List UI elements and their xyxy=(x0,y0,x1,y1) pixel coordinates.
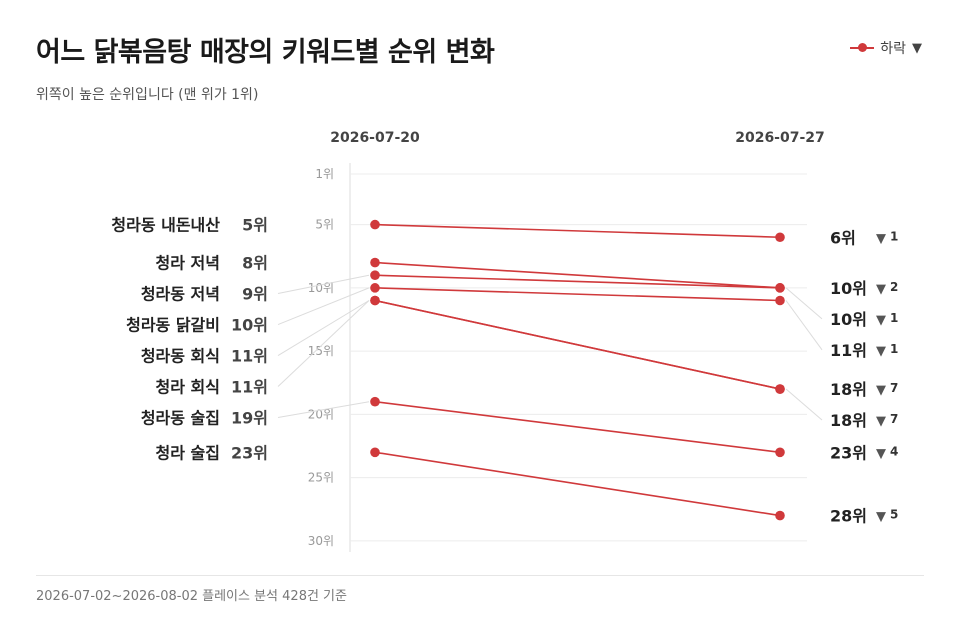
series-name-label: 청라 술집 xyxy=(156,443,220,462)
x-label-end: 2026-07-27 xyxy=(735,130,825,146)
point-start xyxy=(370,270,380,281)
legend: 하락 ▼ xyxy=(850,38,922,58)
point-end xyxy=(775,510,785,521)
series-name-label: 청라 저녁 xyxy=(156,254,220,273)
series-name-label: 청라동 저녁 xyxy=(141,285,220,304)
series-line xyxy=(374,274,781,289)
point-start xyxy=(370,219,380,230)
legend-line-marker xyxy=(850,43,875,52)
start-rank-label: 9위 xyxy=(242,285,268,304)
series-name-label: 청라동 술집 xyxy=(141,409,220,428)
end-rank-label: 11위 xyxy=(830,341,867,360)
start-rank-label: 23위 xyxy=(231,443,268,462)
point-end xyxy=(775,384,785,394)
rank-change-label: 1 xyxy=(890,311,898,325)
y-tick-label: 10위 xyxy=(308,281,334,295)
down-arrow-icon: ▼ xyxy=(876,383,886,398)
start-rank-label: 11위 xyxy=(231,347,268,366)
series-line xyxy=(374,299,781,390)
down-arrow-icon: ▼ xyxy=(876,344,886,359)
start-rank-label: 8위 xyxy=(242,254,268,273)
series-line xyxy=(374,451,781,517)
point-start xyxy=(370,283,380,293)
end-rank-label: 10위 xyxy=(830,310,867,329)
series-line xyxy=(374,223,781,239)
label-connector-right xyxy=(785,287,823,320)
label-connector-right xyxy=(785,300,823,351)
chart-subtitle: 위쪽이 높은 순위입니다 (맨 위가 1위) xyxy=(36,87,259,103)
down-arrow-icon: ▼ xyxy=(876,510,886,525)
rank-change-label: 4 xyxy=(890,444,898,458)
down-arrow-icon: ▼ xyxy=(876,231,886,246)
rank-change-label: 1 xyxy=(890,229,898,243)
y-tick-label: 25위 xyxy=(308,471,334,485)
end-rank-label: 18위 xyxy=(830,411,867,430)
rank-change-label: 5 xyxy=(890,508,898,522)
chart-title: 어느 닭볶음탕 매장의 키워드별 순위 변화 xyxy=(36,37,495,68)
series-name-label: 청라동 닭갈비 xyxy=(126,316,220,335)
rank-change-label: 1 xyxy=(890,342,898,356)
down-arrow-icon: ▼ xyxy=(876,414,886,429)
rank-change-label: 2 xyxy=(890,280,898,294)
rank-change-label: 7 xyxy=(890,412,898,426)
label-connector-left xyxy=(277,287,370,326)
point-start xyxy=(370,295,380,306)
series-name-label: 청라동 회식 xyxy=(141,347,220,366)
y-tick-label: 30위 xyxy=(308,534,334,548)
series-line xyxy=(374,400,781,454)
end-rank-label: 23위 xyxy=(830,443,867,462)
y-tick-label: 5위 xyxy=(315,218,334,232)
footer-divider xyxy=(36,575,924,576)
point-end xyxy=(775,447,785,458)
series-line xyxy=(374,261,781,289)
end-rank-label: 18위 xyxy=(830,380,867,399)
label-connector-left xyxy=(277,300,370,387)
legend-label: 하락 xyxy=(880,41,906,57)
start-rank-label: 5위 xyxy=(242,216,268,235)
label-connector-left xyxy=(277,401,370,419)
legend-down-arrow-icon: ▼ xyxy=(912,40,922,56)
point-end xyxy=(775,283,785,293)
footer-note: 2026-07-02~2026-08-02 플레이스 분석 428건 기준 xyxy=(36,589,347,604)
start-rank-label: 10위 xyxy=(231,316,268,335)
start-rank-label: 19위 xyxy=(231,409,268,428)
rank-change-label: 7 xyxy=(890,381,898,395)
end-rank-label: 28위 xyxy=(830,507,867,526)
end-rank-label: 10위 xyxy=(830,279,867,298)
x-label-start: 2026-07-20 xyxy=(330,130,420,146)
down-arrow-icon: ▼ xyxy=(876,282,886,297)
y-tick-label: 1위 xyxy=(315,167,334,181)
label-connector-left xyxy=(277,274,370,295)
end-rank-label: 6위 xyxy=(830,228,856,247)
point-start xyxy=(370,396,380,407)
point-start xyxy=(370,447,380,458)
down-arrow-icon: ▼ xyxy=(876,313,886,328)
point-start xyxy=(370,257,380,268)
series-name-label: 청라동 내돈내산 xyxy=(111,216,220,235)
point-end xyxy=(775,232,785,243)
point-end xyxy=(775,295,785,306)
series-name-label: 청라 회식 xyxy=(156,378,220,397)
y-tick-label: 15위 xyxy=(308,344,334,358)
label-connector-right xyxy=(785,388,823,421)
start-rank-label: 11위 xyxy=(231,378,268,397)
label-connector-left xyxy=(277,300,370,356)
down-arrow-icon: ▼ xyxy=(876,446,886,461)
y-tick-label: 20위 xyxy=(308,407,334,421)
series-line xyxy=(374,287,781,302)
